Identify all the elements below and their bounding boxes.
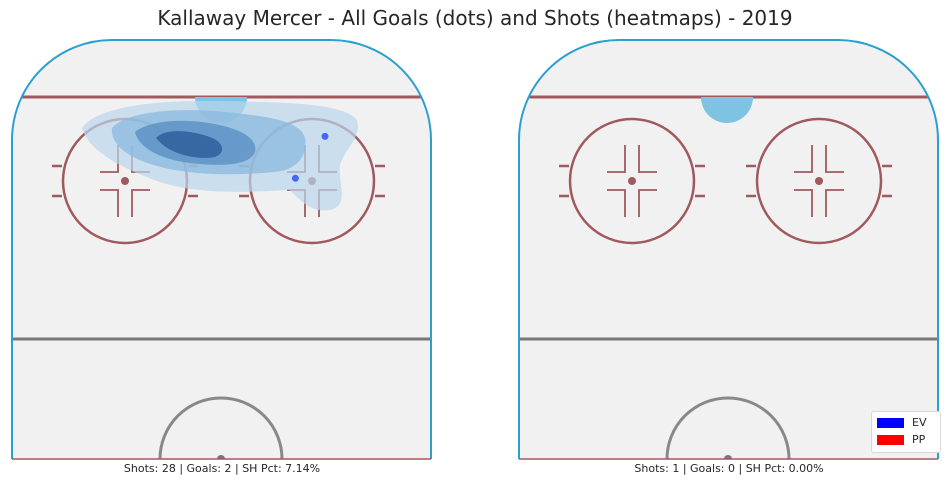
right-panel-caption: Shots: 1 | Goals: 0 | SH Pct: 0.00% [634, 462, 824, 475]
figure-title: Kallaway Mercer - All Goals (dots) and S… [157, 6, 793, 30]
right-shot-heatmap [701, 97, 753, 123]
left-shot-heatmap [82, 100, 358, 211]
left-rink-boards [11, 39, 432, 459]
legend-item-pp: PP [877, 433, 925, 447]
heat-level-4 [156, 131, 223, 158]
left-goal-dots [291, 132, 329, 182]
left-rink [11, 39, 432, 460]
right-rink-boards [518, 39, 939, 459]
right-faceoff-right [746, 117, 892, 245]
right-rink-ice [519, 40, 938, 459]
legend-swatch-pp [877, 435, 904, 445]
left-panel-caption: Shots: 28 | Goals: 2 | SH Pct: 7.14% [123, 462, 321, 475]
legend-label-pp: PP [912, 433, 926, 446]
legend: EV PP [871, 411, 941, 453]
right-center-circle [665, 396, 791, 459]
legend-swatch-ev [877, 418, 904, 428]
left-center-dot [217, 455, 225, 459]
left-center-circle [158, 396, 284, 459]
right-faceoff-dot-left [628, 177, 636, 185]
right-faceoff-left [559, 117, 705, 245]
legend-item-ev: EV [877, 416, 926, 430]
goal-dot-0 [321, 132, 329, 140]
right-faceoff-dot-right [815, 177, 823, 185]
right-rink [518, 39, 939, 460]
left-faceoff-dot-left [121, 177, 129, 185]
legend-label-ev: EV [912, 416, 927, 429]
right-center-dot [724, 455, 732, 459]
goal-dot-1 [291, 174, 299, 182]
